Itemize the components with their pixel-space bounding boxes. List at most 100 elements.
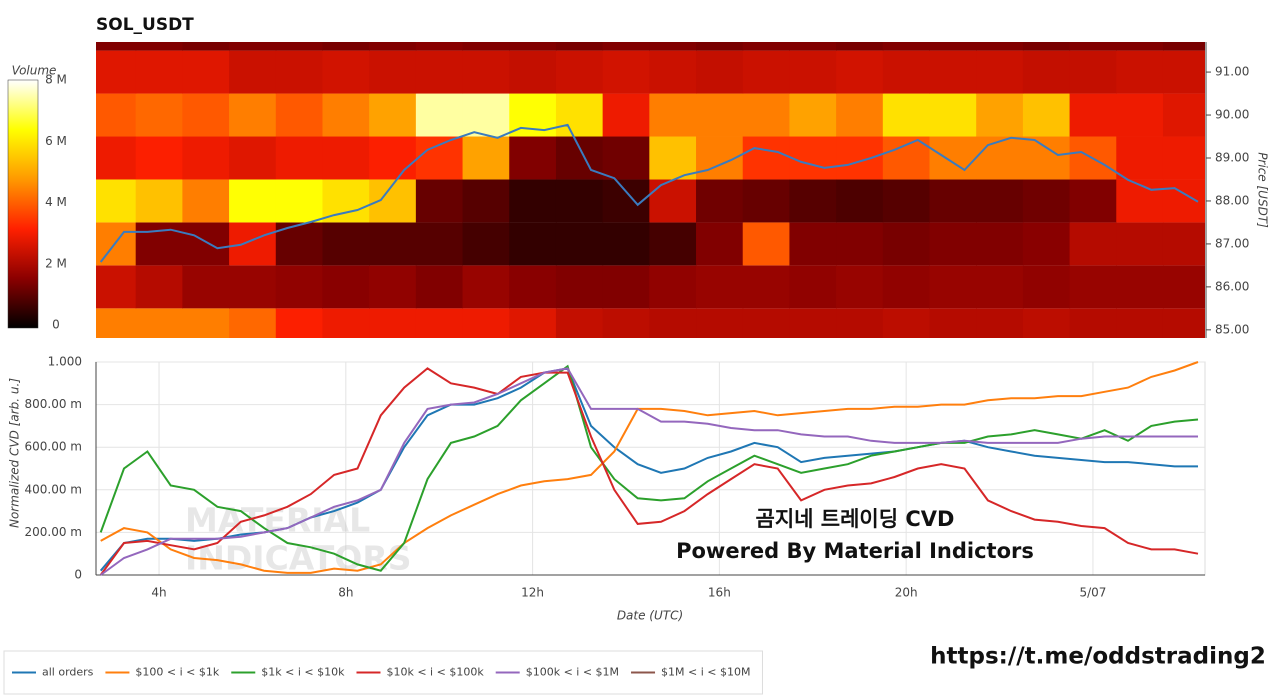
heatmap-cell xyxy=(509,308,557,338)
heatmap-cell xyxy=(96,179,137,223)
heatmap-cell xyxy=(1069,308,1117,338)
heatmap-cell xyxy=(1069,265,1117,309)
heatmap-cell xyxy=(1116,50,1164,94)
heatmap-cell xyxy=(929,42,977,51)
annotation: Powered By Material Indictors xyxy=(676,539,1034,563)
heatmap-cell xyxy=(976,42,1024,51)
heatmap-cell xyxy=(789,179,837,223)
heatmap-cell xyxy=(1069,222,1117,266)
heatmap-cell xyxy=(369,222,417,266)
heatmap-cell xyxy=(882,93,931,137)
colorbar xyxy=(7,79,39,329)
heatmap-cell xyxy=(976,179,1024,223)
heatmap-cell xyxy=(555,179,604,223)
y-tick-label: 800.00 m xyxy=(25,397,83,411)
heatmap-cell xyxy=(1022,179,1071,223)
legend-label: $1M < i < $10M xyxy=(661,666,750,679)
heatmap-cell xyxy=(789,308,837,338)
cvd-line xyxy=(100,367,1198,576)
price-tick-label: 88.00 xyxy=(1215,193,1249,207)
y-tick-label: 200.00 m xyxy=(25,525,83,539)
legend-label: $100k < i < $1M xyxy=(526,666,619,679)
heatmap-cell xyxy=(555,308,604,338)
heatmap-cell xyxy=(369,93,417,137)
heatmap-cell xyxy=(742,42,790,51)
heatmap-cell xyxy=(742,50,790,94)
heatmap-cell xyxy=(229,308,277,338)
heatmap-cell xyxy=(696,93,744,137)
heatmap-cell xyxy=(836,93,884,137)
heatmap-cell xyxy=(322,265,370,309)
heatmap-cell xyxy=(182,136,230,180)
x-tick-label: 4h xyxy=(151,586,166,600)
y-tick-label: 600.00 m xyxy=(25,440,83,454)
heatmap-cell xyxy=(96,265,137,309)
x-tick-label: 5/07 xyxy=(1079,586,1106,600)
y-axis-label: Normalized CVD [arb. u.] xyxy=(8,378,22,528)
heatmap-cell xyxy=(1022,42,1071,51)
heatmap-cell xyxy=(462,42,510,51)
heatmap-cell xyxy=(836,179,884,223)
heatmap-cells xyxy=(96,42,1205,338)
heatmap-cell xyxy=(229,50,277,94)
heatmap-cell xyxy=(602,222,650,266)
heatmap-cell xyxy=(322,42,370,51)
heatmap-cell xyxy=(696,308,744,338)
heatmap-cell xyxy=(182,50,230,94)
heatmap-cell xyxy=(1022,136,1071,180)
heatmap-cell xyxy=(929,222,977,266)
heatmap-cell xyxy=(649,222,697,266)
heatmap-cell xyxy=(135,179,183,223)
heatmap-cell xyxy=(229,42,277,51)
heatmap-cell xyxy=(976,50,1024,94)
heatmap-cell xyxy=(462,136,510,180)
colorbar-tick-label: 8 M xyxy=(45,73,67,87)
heatmap-cell xyxy=(182,265,230,309)
heatmap-cell xyxy=(1116,265,1164,309)
x-tick-label: 12h xyxy=(521,586,544,600)
heatmap-cell xyxy=(602,42,650,51)
heatmap-cell xyxy=(96,308,137,338)
heatmap-cell xyxy=(696,179,744,223)
legend-label: $1k < i < $10k xyxy=(261,666,345,679)
heatmap-cell xyxy=(742,222,790,266)
heatmap-cell xyxy=(415,93,464,137)
heatmap-cell xyxy=(696,222,744,266)
colorbar-tick-label: 6 M xyxy=(45,134,67,148)
heatmap-cell xyxy=(649,93,697,137)
heatmap-cell xyxy=(462,308,510,338)
heatmap-cell xyxy=(649,308,697,338)
heatmap-cell xyxy=(555,265,604,309)
heatmap-cell xyxy=(1162,136,1205,180)
heatmap-cell xyxy=(275,265,323,309)
heatmap-cell xyxy=(415,136,464,180)
heatmap-cell xyxy=(649,265,697,309)
heatmap-cell xyxy=(836,222,884,266)
heatmap-cell xyxy=(135,222,183,266)
heatmap-cell xyxy=(976,265,1024,309)
heatmap-cell xyxy=(929,179,977,223)
heatmap-cell xyxy=(789,136,837,180)
heatmap-cell xyxy=(415,179,464,223)
heatmap-cell xyxy=(509,222,557,266)
price-tick-label: 85.00 xyxy=(1215,322,1249,336)
heatmap-cell xyxy=(322,308,370,338)
heatmap-cell xyxy=(1022,50,1071,94)
heatmap-cell xyxy=(1116,93,1164,137)
heatmap-cell xyxy=(742,136,790,180)
heatmap-cell xyxy=(415,42,464,51)
heatmap-cell xyxy=(836,136,884,180)
heatmap-cell xyxy=(1162,93,1205,137)
heatmap-cell xyxy=(509,179,557,223)
cvd-line xyxy=(99,367,1199,576)
heatmap-cell xyxy=(182,42,230,51)
heatmap-cell xyxy=(1116,42,1164,51)
colorbar-tick-label: 2 M xyxy=(45,256,67,270)
heatmap-cell xyxy=(882,222,931,266)
legend-label: $10k < i < $100k xyxy=(386,666,484,679)
legend-label: $100 < i < $1k xyxy=(135,666,219,679)
heatmap-cell xyxy=(1069,42,1117,51)
heatmap-cell xyxy=(462,265,510,309)
heatmap-cell xyxy=(1022,222,1071,266)
